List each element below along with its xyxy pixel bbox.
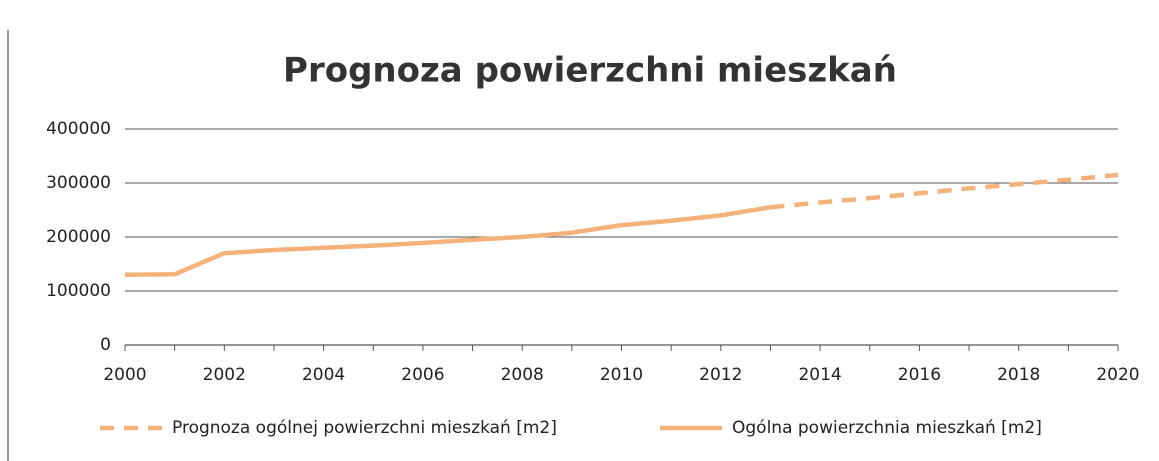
x-tick-label: 2004 <box>302 365 345 385</box>
x-tick-label: 2018 <box>997 365 1040 385</box>
y-tick-label: 200000 <box>46 227 111 247</box>
y-tick-label: 400000 <box>46 119 111 139</box>
y-tick-label: 0 <box>100 335 111 355</box>
legend-label: Ogólna powierzchnia mieszkań [m2] <box>732 418 1042 438</box>
x-tick-label: 2020 <box>1096 365 1139 385</box>
legend-label: Prognoza ogólnej powierzchni mieszkań [m… <box>172 418 557 438</box>
y-tick-label: 300000 <box>46 173 111 193</box>
y-tick-label: 100000 <box>46 281 111 301</box>
chart-title: Prognoza powierzchni mieszkań <box>283 51 897 91</box>
series-line <box>770 172 1119 210</box>
x-tick-label: 2008 <box>501 365 544 385</box>
x-tick-label: 2016 <box>898 365 941 385</box>
x-tick-label: 2006 <box>401 365 444 385</box>
x-tick-label: 2012 <box>699 365 742 385</box>
series-line <box>124 205 771 278</box>
x-tick-label: 2002 <box>203 365 246 385</box>
x-tick-label: 2000 <box>103 365 146 385</box>
x-tick-label: 2014 <box>798 365 841 385</box>
x-tick-label: 2010 <box>600 365 643 385</box>
